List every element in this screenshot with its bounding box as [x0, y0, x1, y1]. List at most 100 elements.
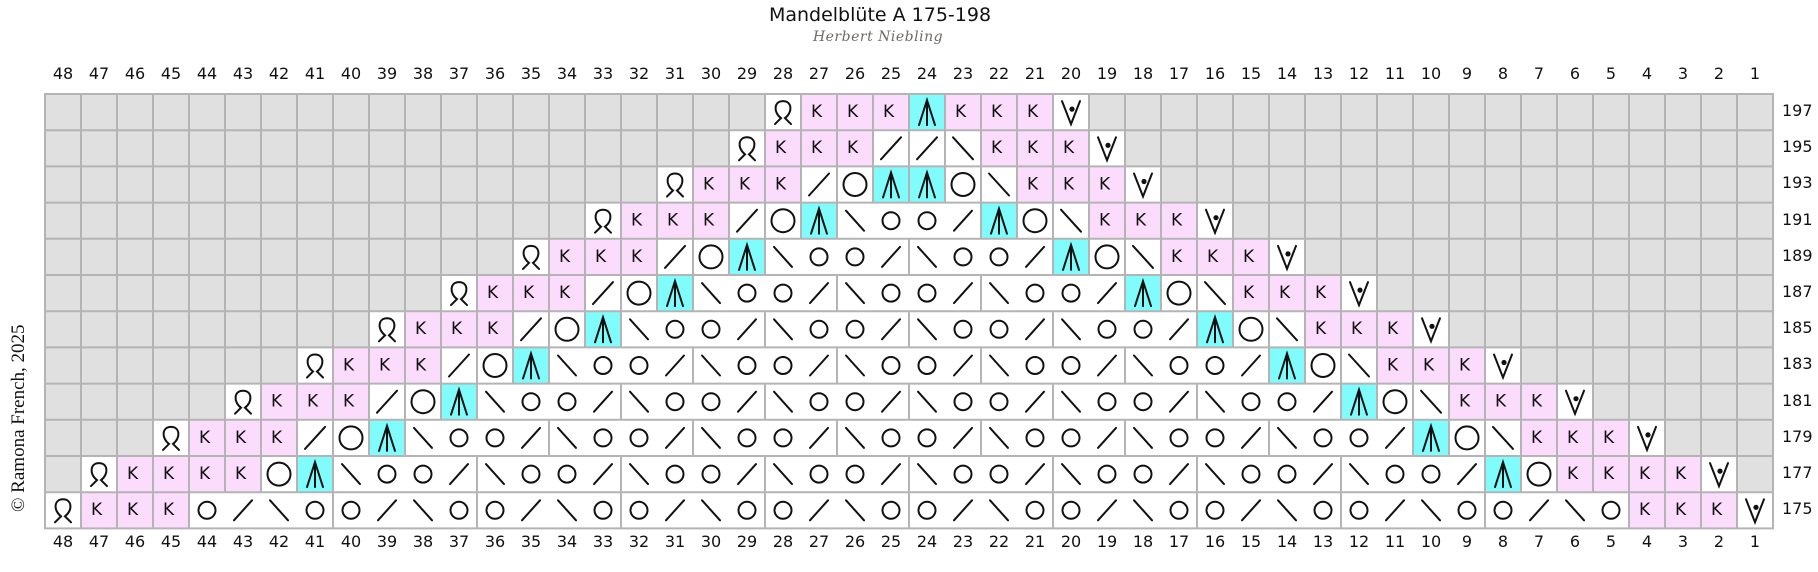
cell-left-slant	[621, 383, 657, 420]
right-slant-icon	[1097, 499, 1117, 522]
k-symbol: K	[631, 211, 643, 231]
cell-K: K	[1665, 456, 1701, 493]
cell-left-slant	[693, 347, 729, 384]
cell-no-stitch	[1557, 275, 1593, 312]
column-number-bottom: 39	[376, 532, 398, 551]
column-number-top: 32	[628, 64, 650, 83]
cell-left-slant	[693, 275, 729, 312]
k-symbol: K	[271, 428, 283, 448]
cell-no-stitch	[297, 311, 333, 348]
cell-no-stitch	[261, 166, 297, 203]
yarn-over-icon	[665, 319, 685, 339]
cell-right-slant	[1017, 456, 1053, 493]
column-number-bottom: 24	[916, 532, 938, 551]
cell-left-slant	[1125, 238, 1161, 275]
cell-no-stitch	[153, 311, 189, 348]
cell-no-stitch	[585, 130, 621, 167]
cell-yarn-over	[909, 275, 945, 312]
right-slant-icon	[1313, 390, 1333, 413]
cell-no-stitch	[1233, 202, 1269, 239]
left-slant-icon	[1421, 499, 1441, 522]
cell-right-slant	[729, 202, 765, 239]
left-slant-icon	[1133, 354, 1153, 377]
yarn-over-icon	[485, 500, 505, 520]
k-symbol: K	[1243, 283, 1255, 303]
cell-K: K	[837, 130, 873, 167]
cell-K: K	[261, 383, 297, 420]
decrease-icon	[522, 350, 540, 380]
column-number-bottom: 44	[196, 532, 218, 551]
cell-right-slant	[1377, 492, 1413, 529]
cell-v-dot	[1053, 94, 1089, 131]
k-symbol: K	[379, 355, 391, 375]
k-symbol: K	[1711, 500, 1723, 520]
k-symbol: K	[631, 247, 643, 267]
cell-left-slant	[1197, 383, 1233, 420]
cell-yarn-over	[873, 202, 909, 239]
row-number: 185	[1782, 318, 1813, 338]
cell-no-stitch	[1593, 347, 1629, 384]
cell-no-stitch	[729, 94, 765, 131]
cell-yarn-over	[1233, 383, 1269, 420]
right-slant-icon	[881, 318, 901, 341]
cell-no-stitch	[441, 202, 477, 239]
cell-no-stitch	[1449, 275, 1485, 312]
decrease-icon	[450, 386, 468, 416]
cell-right-slant	[801, 347, 837, 384]
cell-K: K	[513, 275, 549, 312]
cell-multi-decrease	[873, 166, 909, 203]
cell-no-stitch	[189, 347, 225, 384]
cell-right-slant	[1017, 311, 1053, 348]
column-number-top: 12	[1348, 64, 1370, 83]
yarn-over-icon	[881, 211, 901, 231]
v-dot-icon	[1097, 136, 1117, 164]
cell-no-stitch	[1629, 383, 1665, 420]
cell-no-stitch	[1305, 130, 1341, 167]
yarn-over-icon	[1022, 208, 1048, 234]
v-dot-icon	[1493, 353, 1513, 381]
cell-yarn-over	[333, 492, 369, 529]
cell-no-stitch	[513, 94, 549, 131]
decrease-icon	[1278, 350, 1296, 380]
column-number-top: 2	[1713, 64, 1725, 83]
yarn-over-icon	[521, 392, 541, 412]
cell-yarn-over	[1125, 383, 1161, 420]
column-number-bottom: 12	[1348, 532, 1370, 551]
cell-no-stitch	[1593, 166, 1629, 203]
cell-yarn-over	[1341, 419, 1377, 456]
cell-no-stitch	[1521, 238, 1557, 275]
cell-yarn-over	[549, 311, 585, 348]
cell-no-stitch	[261, 130, 297, 167]
left-slant-icon	[845, 354, 865, 377]
cell-right-slant	[1521, 492, 1557, 529]
cell-no-stitch	[297, 166, 333, 203]
yarn-over-icon	[593, 500, 613, 520]
right-slant-icon	[809, 426, 829, 449]
right-slant-icon	[880, 136, 902, 161]
column-number-bottom: 7	[1533, 532, 1545, 551]
cell-yarn-over	[729, 419, 765, 456]
k-symbol: K	[847, 138, 859, 158]
cell-multi-decrease	[513, 347, 549, 384]
cell-yarn-over	[873, 347, 909, 384]
cell-no-stitch	[1377, 202, 1413, 239]
cell-no-stitch	[81, 275, 117, 312]
cell-no-stitch	[1377, 166, 1413, 203]
k-symbol: K	[235, 428, 247, 448]
left-slant-icon	[952, 136, 974, 161]
cell-K: K	[1053, 130, 1089, 167]
cell-no-stitch	[45, 275, 81, 312]
cell-left-slant	[693, 419, 729, 456]
cell-yarn-over	[477, 419, 513, 456]
cell-left-slant	[765, 311, 801, 348]
cell-yarn-over	[765, 347, 801, 384]
cell-K: K	[1557, 456, 1593, 493]
cell-left-slant	[909, 383, 945, 420]
twisted-loop-icon	[666, 172, 684, 198]
cell-no-stitch	[1665, 238, 1701, 275]
cell-left-slant	[1053, 383, 1089, 420]
cell-K: K	[837, 94, 873, 131]
right-slant-icon	[809, 354, 829, 377]
cell-no-stitch	[1413, 130, 1449, 167]
